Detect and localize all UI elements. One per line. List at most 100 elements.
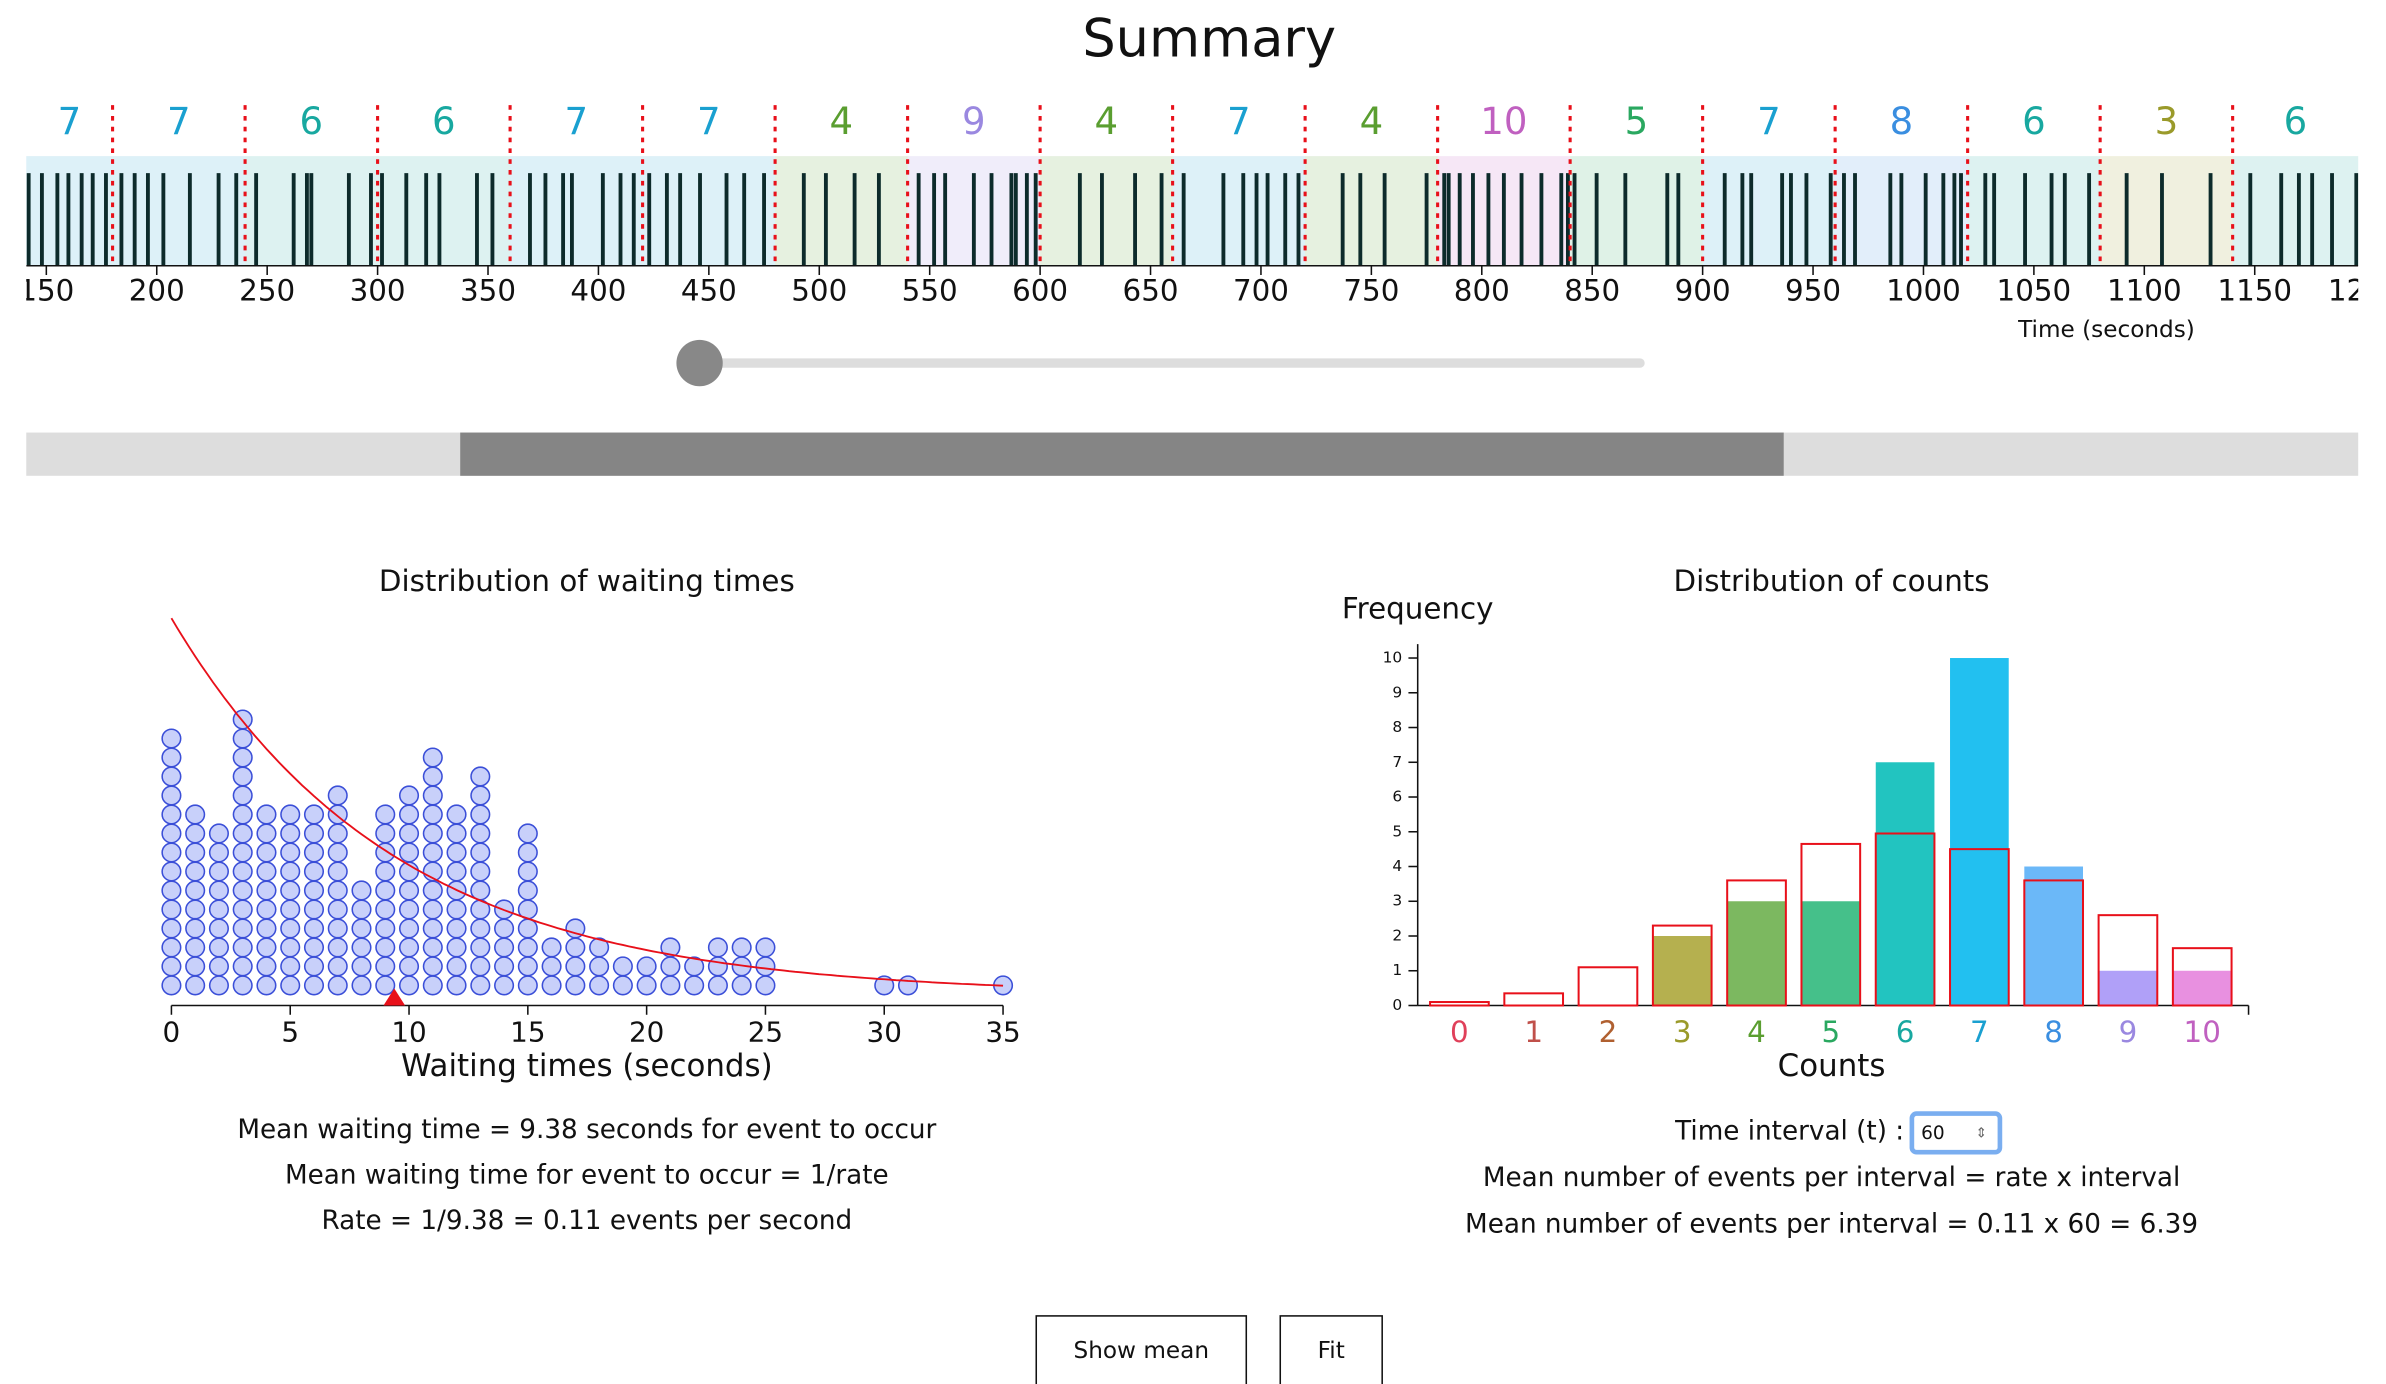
- waiting-dot: [303, 880, 325, 901]
- waiting-dot: [256, 975, 277, 996]
- waiting-dot: [422, 747, 443, 768]
- waiting-dot: [375, 975, 396, 996]
- waiting-dot: [375, 861, 396, 882]
- y-tick-label: 8: [1392, 718, 1402, 736]
- x-tick-label: 400: [570, 274, 626, 308]
- y-tick-label: 7: [1392, 753, 1402, 771]
- interval-count: 7: [1757, 100, 1781, 143]
- interval-label: Time interval (t) :: [1674, 1117, 1904, 1147]
- x-tick-label: 550: [902, 274, 958, 308]
- waiting-dot: [517, 918, 538, 939]
- interval-band: [1040, 156, 1173, 266]
- waiting-dot: [327, 842, 348, 863]
- x-tick-label: 500: [791, 274, 847, 308]
- waiting-dot: [161, 728, 182, 749]
- waiting-dot: [232, 728, 253, 749]
- waiting-dot: [351, 880, 372, 901]
- x-tick-label: 450: [681, 274, 737, 308]
- waiting-dot: [494, 918, 515, 939]
- interval-count: 9: [962, 100, 986, 143]
- waiting-dot: [422, 937, 443, 958]
- waiting-dot: [161, 785, 182, 806]
- x-tick-label: 1200: [2328, 274, 2386, 308]
- interval-count: 10: [1480, 100, 1527, 143]
- waiting-dot: [731, 975, 752, 996]
- waiting-dot: [208, 899, 229, 920]
- spinner[interactable]: ⇕: [1976, 1126, 1988, 1142]
- interval-band: [1172, 156, 1306, 266]
- waiting-dot: [303, 899, 325, 920]
- y-tick-label: 1: [1392, 961, 1402, 979]
- waiting-dot: [327, 899, 348, 920]
- interval-count: 7: [167, 100, 191, 143]
- waiting-dot: [208, 880, 229, 901]
- interval-band: [642, 156, 776, 266]
- waiting-dot: [422, 975, 443, 996]
- waiting-dot: [707, 937, 728, 958]
- x-axis-label: Waiting times (seconds): [401, 1048, 773, 1084]
- waiting-dot: [351, 956, 372, 977]
- waiting-dot: [208, 975, 229, 996]
- waiting-dot: [565, 937, 586, 958]
- waiting-dot: [517, 880, 538, 901]
- x-tick-label: 4: [1747, 1015, 1766, 1049]
- waiting-chart: Distribution of waiting times 0 5 10 15 20 25 3…: [161, 564, 1021, 1236]
- waiting-dot: [280, 861, 301, 882]
- observed-bar: [2098, 970, 2158, 1006]
- waiting-dot: [208, 861, 229, 882]
- waiting-dot: [470, 804, 491, 825]
- waiting-dot: [256, 918, 277, 939]
- waiting-dot: [303, 842, 325, 863]
- x-tick-label: 8: [2044, 1015, 2063, 1049]
- waiting-dot: [185, 842, 206, 863]
- interval-count: 4: [1360, 100, 1384, 143]
- x-tick-label: 700: [1233, 274, 1289, 308]
- interval-input[interactable]: [1909, 1111, 2003, 1155]
- interval-band: [377, 156, 511, 266]
- waiting-dot: [470, 918, 491, 939]
- x-tick-label: 1100: [2107, 274, 2182, 308]
- waiting-dot: [161, 861, 182, 882]
- waiting-dot: [589, 937, 610, 958]
- x-tick-label: 900: [1675, 274, 1731, 308]
- x-tick-label: 20: [629, 1015, 664, 1048]
- waiting-dot: [256, 937, 277, 958]
- waiting-dot: [684, 975, 705, 996]
- x-tick-label: 6: [1896, 1015, 1915, 1049]
- waiting-dot: [303, 956, 325, 977]
- waiting-dot: [375, 918, 396, 939]
- waiting-dot: [755, 956, 776, 977]
- waiting-dot: [161, 956, 182, 977]
- observed-bar: [1652, 936, 1712, 1006]
- waiting-dot: [494, 956, 515, 977]
- waiting-dot: [280, 956, 301, 977]
- waiting-dot: [612, 975, 633, 996]
- scrollbar-thumb[interactable]: [460, 432, 1784, 476]
- waiting-dot: [232, 766, 253, 787]
- waiting-dot: [517, 975, 538, 996]
- waiting-dot: [185, 804, 206, 825]
- waiting-dot: [897, 975, 919, 996]
- waiting-dot: [256, 823, 277, 844]
- explanation: Mean waiting time = 9.38 seconds for eve…: [237, 1115, 936, 1145]
- counts-chart: Distribution of counts Frequency 0 1 2 3 4 5 6 7 8…: [1342, 564, 2250, 1239]
- waiting-dot: [565, 975, 586, 996]
- waiting-dot: [161, 880, 182, 901]
- waiting-dot: [208, 918, 229, 939]
- explanation: Mean waiting time for event to occur = 1…: [285, 1161, 889, 1191]
- waiting-dot: [398, 975, 420, 996]
- waiting-dot: [660, 975, 681, 996]
- waiting-dot: [422, 785, 443, 806]
- waiting-dot: [470, 937, 491, 958]
- waiting-dot: [446, 975, 467, 996]
- show-mean-button[interactable]: [1035, 1315, 1248, 1384]
- slider-handle[interactable]: [676, 339, 723, 387]
- explanation: Mean number of events per interval = rat…: [1483, 1163, 2180, 1193]
- waiting-dot: [161, 823, 182, 844]
- fit-button[interactable]: [1279, 1315, 1383, 1384]
- waiting-dot: [351, 975, 372, 996]
- expected-bar: [1800, 842, 1862, 1007]
- interval-count: 6: [432, 100, 456, 143]
- observed-bar: [1950, 658, 2009, 1006]
